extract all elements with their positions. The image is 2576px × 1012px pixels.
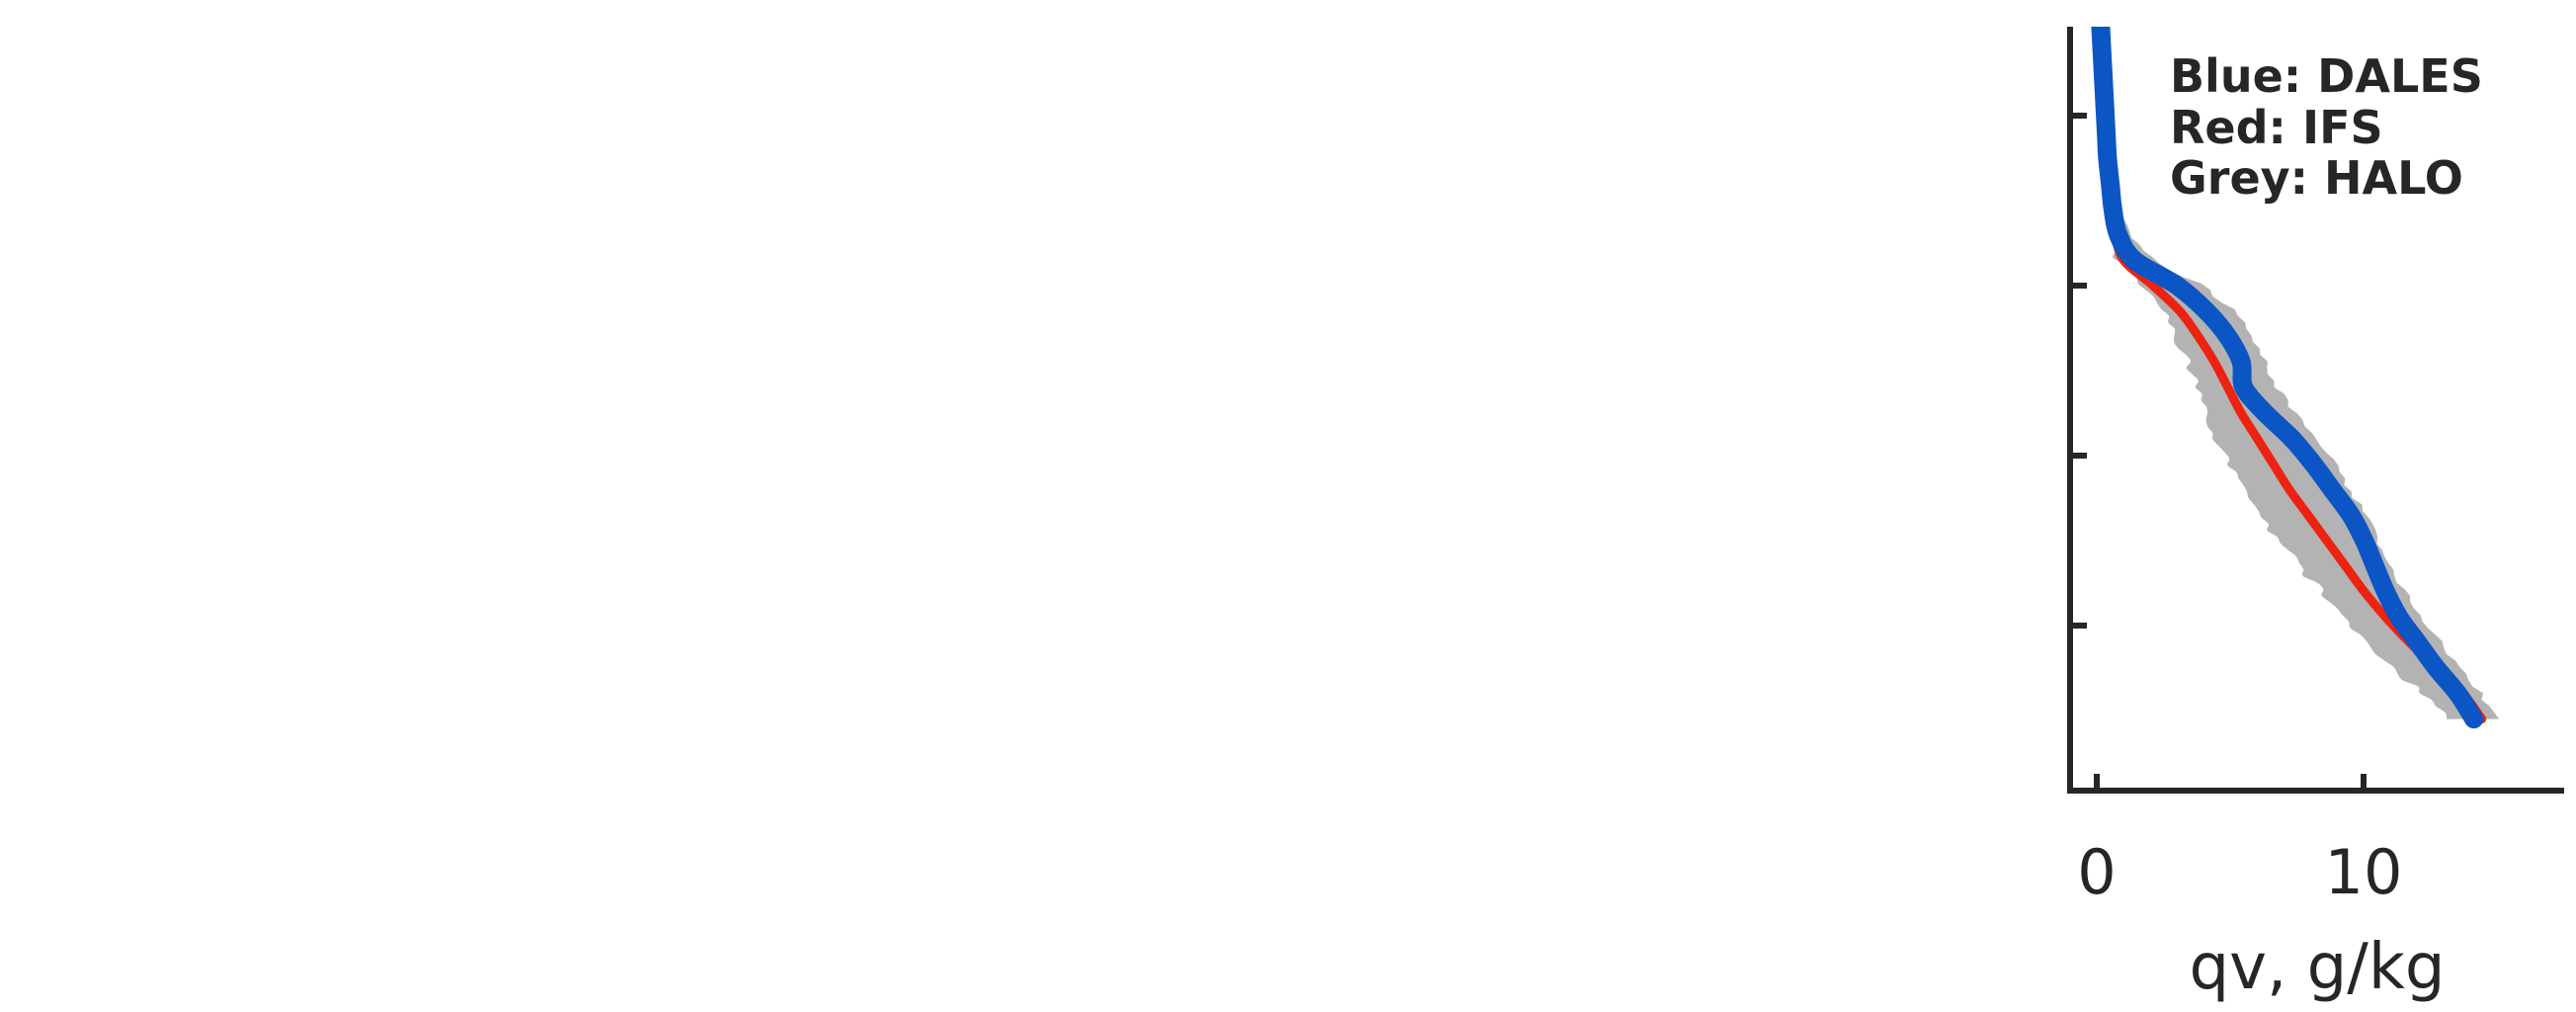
legend: Blue: DALES Red: IFS Grey: HALO [2170, 49, 2483, 206]
legend-entry-dales: Blue: DALES [2170, 49, 2483, 103]
qv-panel-axis-spines [2067, 27, 2564, 794]
qv-panel-x-tick-label-1: 10 [2324, 836, 2403, 908]
legend-entry-ifs: Red: IFS [2170, 100, 2383, 154]
legend-entry-halo: Grey: HALO [2170, 151, 2463, 206]
qv-panel-x-axis-title: qv, g/kg [2189, 931, 2446, 1004]
qv-panel-dales-line [2090, 0, 2484, 729]
qv-panel-x-tick-label-0: 0 [2077, 836, 2117, 908]
